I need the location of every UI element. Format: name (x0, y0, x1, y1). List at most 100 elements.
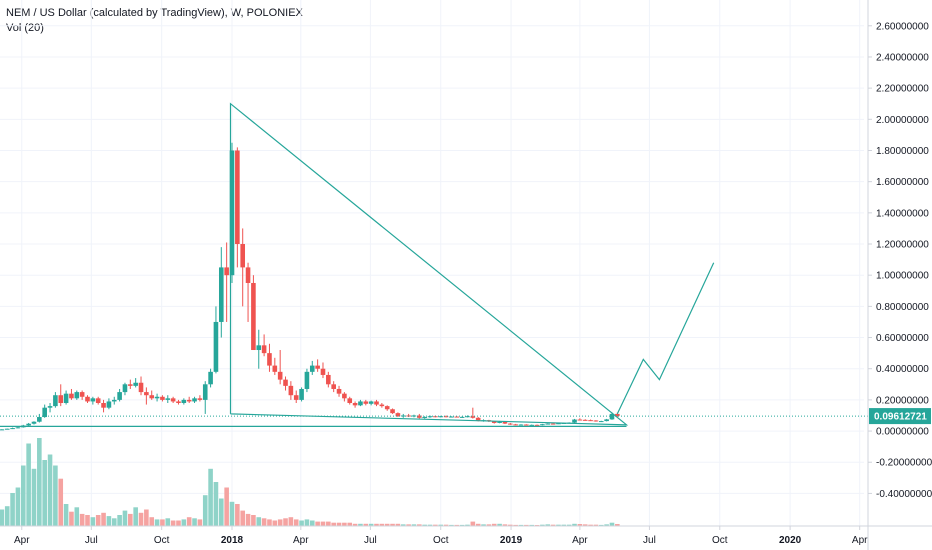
candle-body (534, 424, 540, 426)
volume-bar (342, 522, 347, 526)
time-tick-label: Apr (852, 535, 868, 546)
candle-body (293, 395, 299, 400)
symbol-title[interactable]: NEM / US Dollar (calculated by TradingVi… (6, 7, 303, 19)
volume-bar (358, 523, 363, 526)
candle-body (470, 416, 476, 418)
volume-bar (400, 524, 406, 526)
price-tick-label: 2.60000000 (876, 21, 929, 32)
trend-drawings[interactable] (0, 102, 715, 427)
candle-body (122, 384, 128, 393)
candle-body (417, 415, 422, 418)
candle-body (208, 371, 213, 385)
volume-bar (582, 524, 588, 526)
candle-body (384, 406, 390, 410)
price-tick-label: -0.40000000 (876, 489, 932, 500)
volume-bar (288, 517, 294, 526)
candle-body (497, 421, 502, 423)
candle-body (133, 382, 138, 386)
candle-body (347, 398, 353, 404)
volume-bar (422, 524, 427, 526)
volume-bar (170, 520, 176, 526)
volume-bar (154, 519, 160, 526)
volume-bar (352, 523, 358, 526)
candle-body (15, 427, 21, 429)
volume-bar (47, 454, 53, 526)
candle-body (213, 321, 219, 372)
volume-bar (176, 520, 181, 526)
grid (0, 0, 864, 526)
candle-body (37, 417, 42, 422)
volume-bar (556, 524, 561, 526)
volume-bar (293, 519, 299, 526)
volume-bar (208, 468, 213, 526)
volume-bar (497, 523, 502, 526)
candle-body (518, 424, 524, 426)
volume-bar (197, 519, 203, 526)
volume-bar (331, 522, 336, 526)
volume-bar (507, 524, 513, 526)
volume-bar (304, 519, 310, 526)
volume-bar (31, 468, 37, 526)
price-axis-labels[interactable]: 2.60000000 2.40000000 2.20000000 2.00000000… (868, 21, 932, 500)
price-tick-label: 2.00000000 (876, 115, 929, 126)
candle-body (176, 401, 181, 404)
volume-bar (133, 507, 138, 526)
candle-body (42, 407, 47, 418)
candle-body (251, 282, 256, 351)
volume-bar (235, 504, 240, 526)
candle-body (593, 420, 599, 422)
projection-path (616, 262, 715, 415)
volume-bar (229, 501, 235, 526)
candle-body (79, 392, 85, 397)
candle-body (245, 267, 251, 283)
price-tick-label: 0.60000000 (876, 333, 929, 344)
candle-body (160, 396, 165, 400)
volume-bar (15, 487, 21, 526)
candle-body (256, 345, 262, 351)
volume-bar (609, 522, 615, 526)
volume-bar (256, 517, 262, 526)
time-axis-labels[interactable]: Apr Jul Oct 2018 Apr Jul Oct 2019 Apr Jul Oct 2020 A… (14, 526, 868, 546)
volume-bar (186, 517, 192, 526)
volume-bar (411, 524, 417, 526)
volume-bar (90, 517, 96, 526)
candle-body (165, 398, 171, 400)
volume-bar (427, 524, 433, 526)
volume-bar (320, 521, 326, 526)
volume-bar (513, 524, 518, 526)
volume-bar (69, 511, 74, 526)
volume-bars (0, 438, 620, 526)
volume-bar (326, 521, 331, 526)
time-tick-label: Oct (433, 535, 449, 546)
volume-bar (213, 482, 219, 526)
candle-body (331, 384, 336, 389)
volume-indicator-label[interactable]: Vol (20) (6, 22, 44, 34)
candle-body (283, 379, 288, 386)
candle-body (609, 413, 615, 420)
time-tick-label: 2019 (500, 535, 523, 546)
candle-body (443, 416, 449, 418)
volume-bar (160, 519, 165, 526)
volume-bar (117, 515, 122, 526)
candle-body (395, 413, 401, 417)
volume-bar (63, 504, 69, 526)
candle-body (598, 421, 604, 423)
volume-bar (540, 524, 545, 526)
candlesticks (0, 142, 620, 431)
volume-bar (149, 517, 155, 526)
candle-body (540, 424, 545, 426)
volume-bar (251, 515, 256, 526)
candle-body (197, 398, 203, 400)
volume-bar (261, 518, 267, 526)
price-tick-label: 1.40000000 (876, 208, 929, 219)
candle-body (465, 416, 470, 418)
volume-bar (202, 495, 208, 526)
volume-bar (20, 465, 26, 526)
volume-bar (101, 512, 106, 526)
candle-body (69, 393, 74, 399)
candle-body (336, 388, 342, 394)
candle-body (31, 421, 37, 424)
volume-bar (37, 438, 42, 526)
volume-bar (465, 524, 470, 526)
